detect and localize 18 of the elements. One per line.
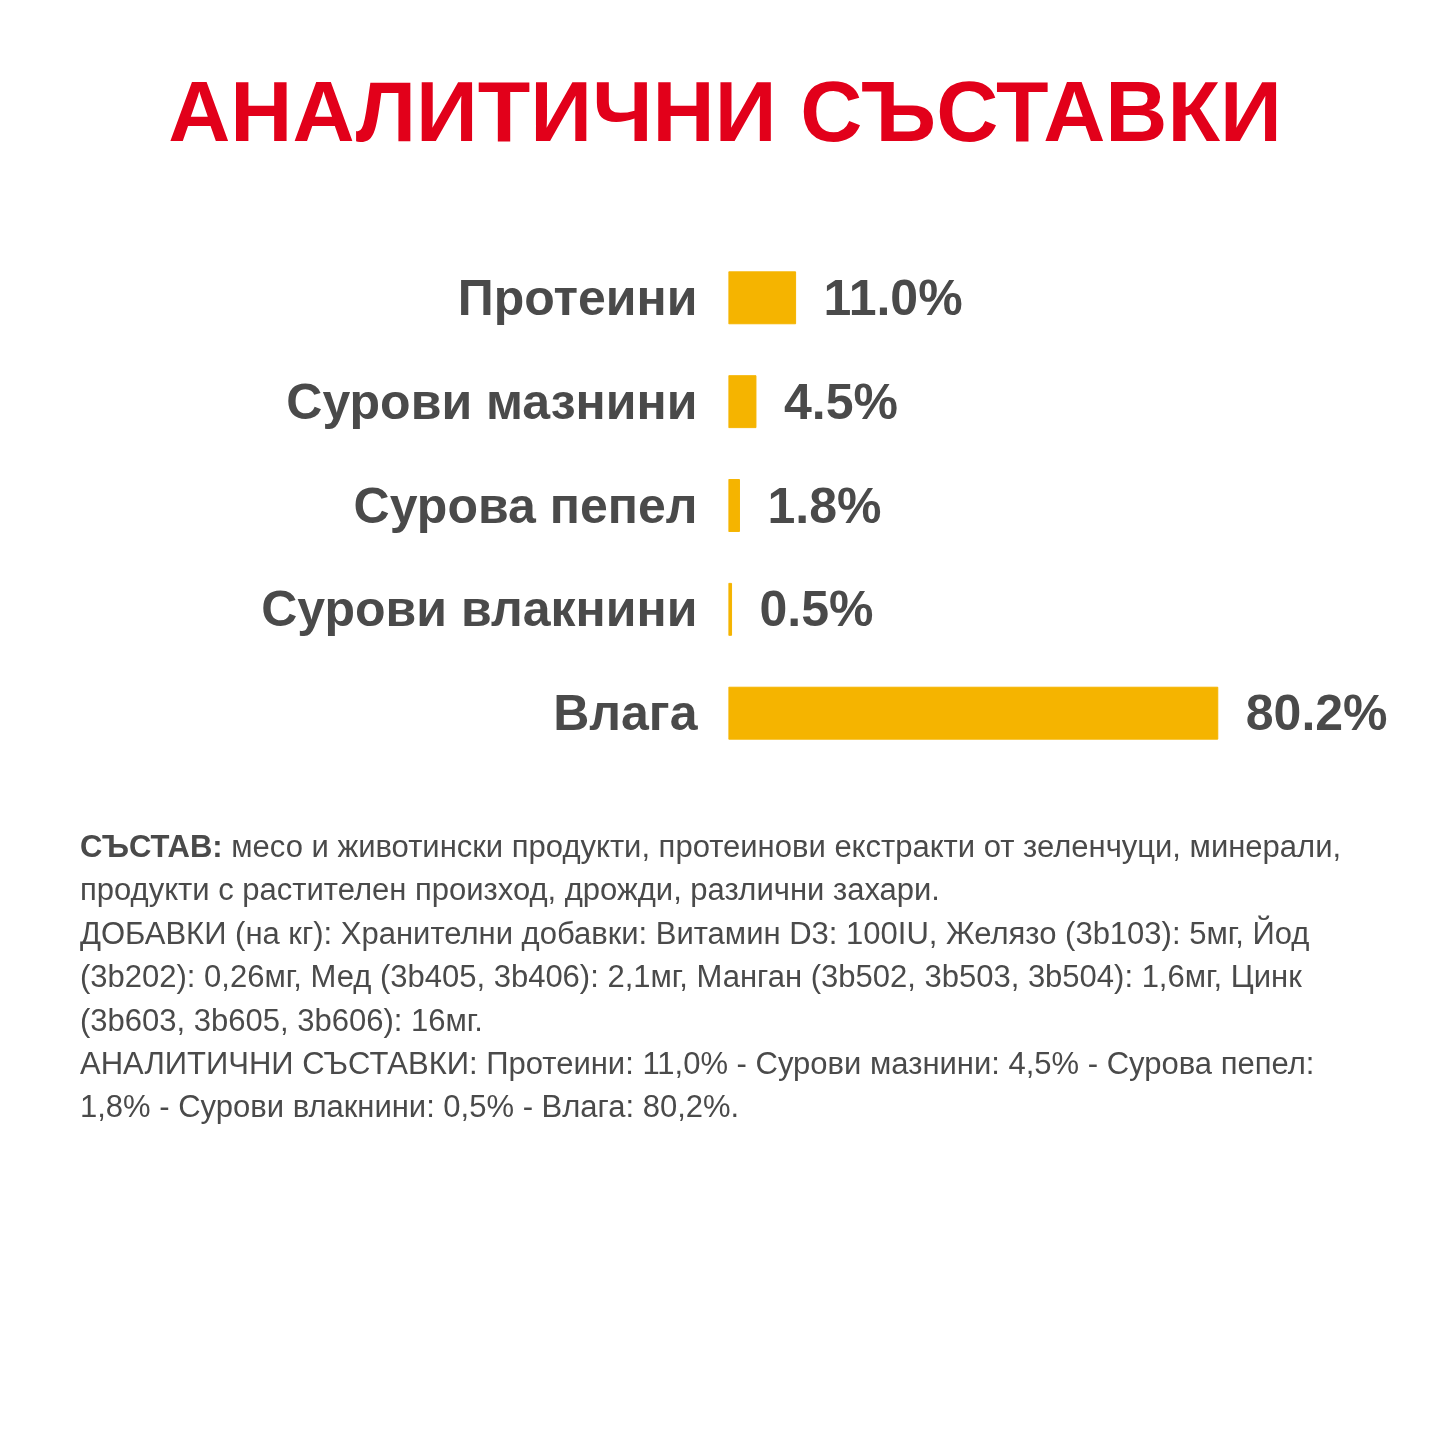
data-label: 80.2%	[1245, 685, 1388, 742]
bar	[728, 479, 740, 532]
text: ДОБАВКИ (на кг): Хранителни добавки: Витамин D3: 100IU, Желязо (3b103): 5мг, Йод (3b202): 0,26мг, Мед (3b405, 3b406): 2,1мг, Манган (3b502, 3b503, 3b504): 1,6мг, Цинк (3b603, 3b605, 3b606): 16мг.	[80, 915, 1310, 1038]
text: АНАЛИТИЧНИ СЪСТАВКИ: Протеини: 11,0% - Сурови мазнини: 4,5% - Сурова пепел: 1,8% - Сурови влакнини: 0,5% - Влага: 80,2%.	[80, 1045, 1315, 1125]
data-label: 4.5%	[783, 373, 898, 430]
text: СЪСТАВ: месо и животински продукти, протеинови екстракти от зеленчуци, минерали, продукти с растителен произход, дрожди, различни захари.	[80, 829, 1342, 908]
y-tick-label: Сурова пепел	[353, 477, 698, 534]
y-tick-label: Протеини	[457, 269, 698, 326]
data-label: 11.0%	[823, 269, 963, 326]
data-label: 1.8%	[767, 477, 882, 534]
data-label: 0.5%	[759, 581, 874, 638]
bar	[728, 271, 797, 325]
y-tick-label: Сурови влакнини	[261, 581, 698, 638]
bar	[728, 686, 1219, 740]
y-tick-label: Сурови мазнини	[286, 373, 698, 430]
chart-title: АНАЛИТИЧНИ СЪСТАВКИ	[168, 62, 1282, 161]
y-tick-label: Влага	[553, 685, 699, 742]
bar	[728, 375, 757, 429]
